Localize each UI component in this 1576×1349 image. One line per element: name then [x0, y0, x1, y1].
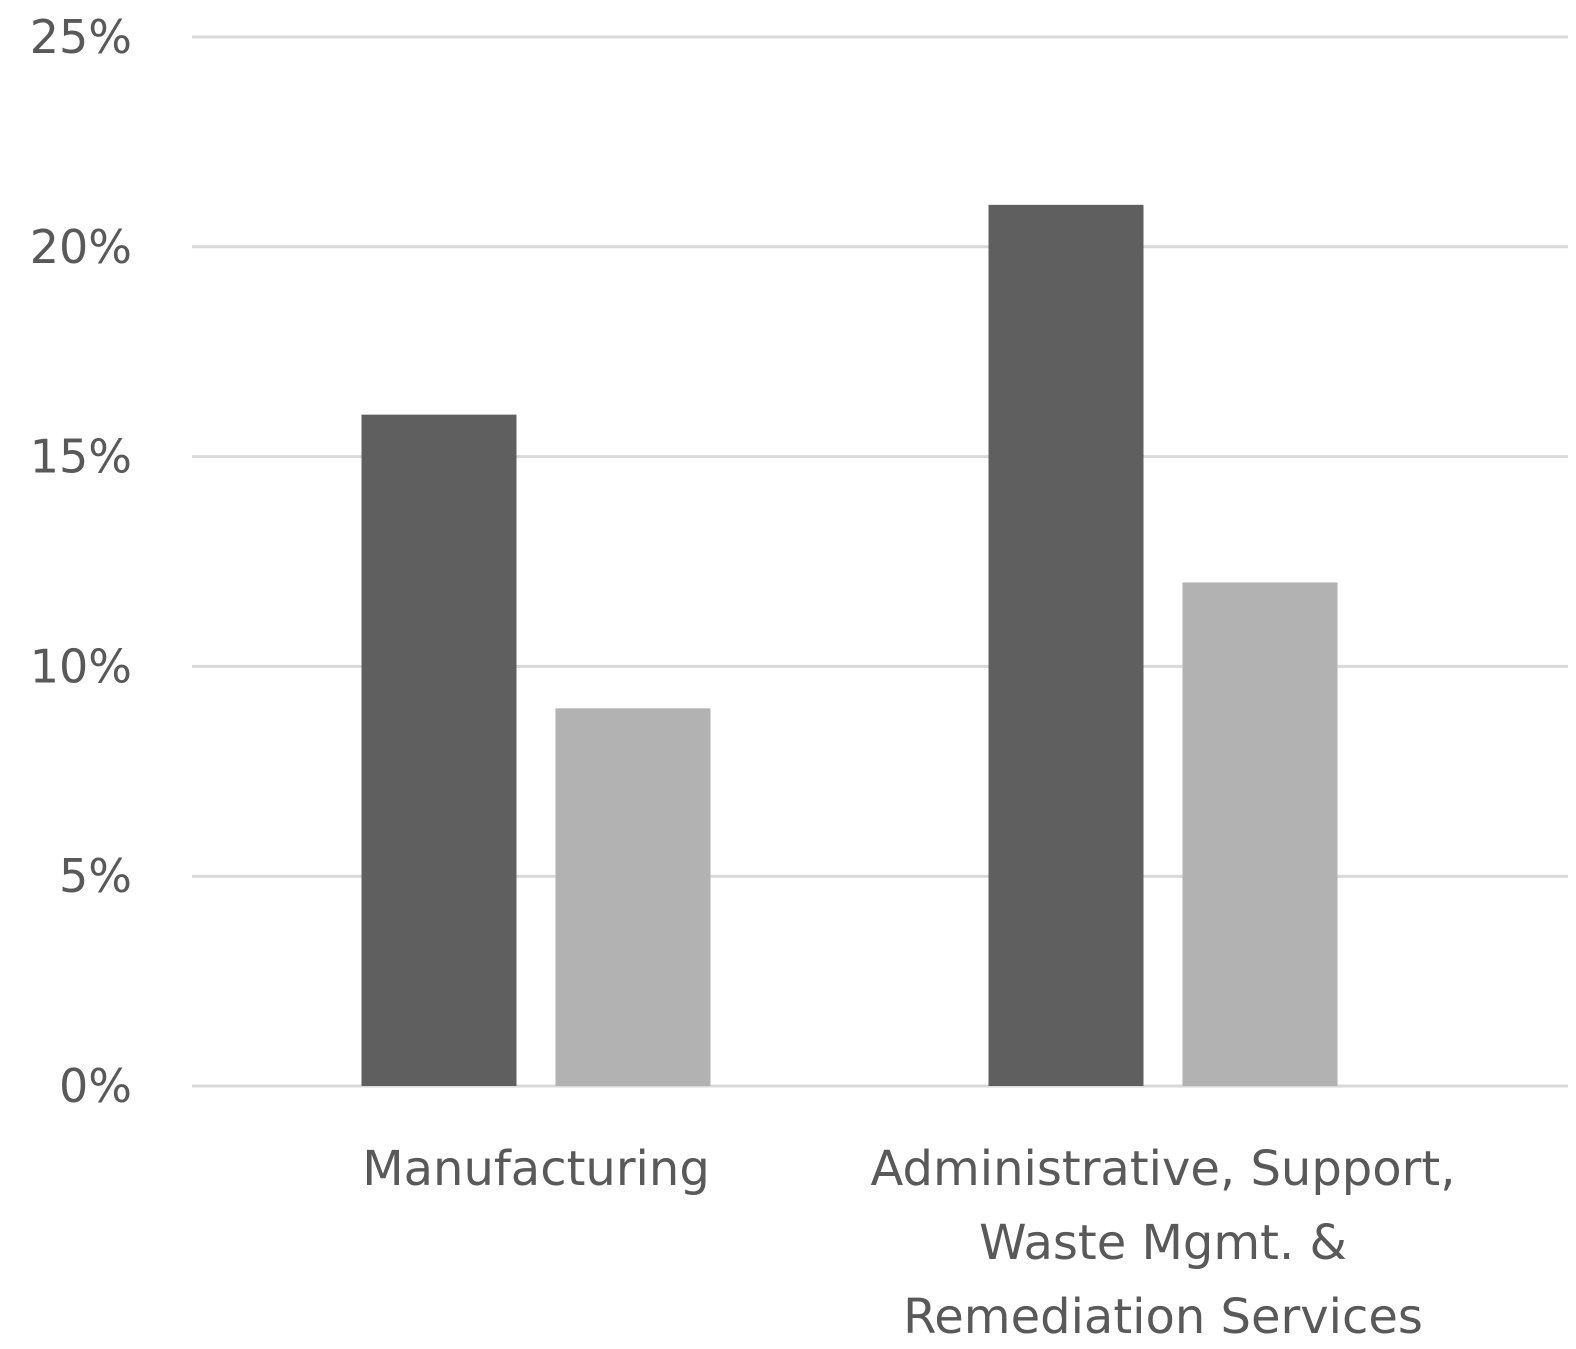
bar	[555, 708, 711, 1086]
y-tick-label: 0%	[59, 1059, 132, 1113]
y-tick-label: 15%	[30, 430, 132, 484]
y-tick-label: 20%	[30, 220, 132, 274]
y-tick-label: 25%	[30, 10, 132, 64]
y-tick-label: 5%	[59, 849, 132, 903]
category-label: Manufacturing	[362, 1141, 710, 1197]
category-label: Administrative, Support, Waste Mgmt. & Rem…	[871, 1141, 1456, 1345]
bar	[361, 414, 517, 1086]
y-tick-label: 10%	[30, 639, 132, 693]
bars	[361, 204, 1338, 1087]
y-axis-ticks: 0% 5% 10% 15% 20% 25%	[30, 10, 132, 1113]
bar	[988, 204, 1144, 1087]
bar	[1182, 582, 1338, 1086]
category-labels: Manufacturing Administrative, Support, Was…	[362, 1141, 1455, 1345]
